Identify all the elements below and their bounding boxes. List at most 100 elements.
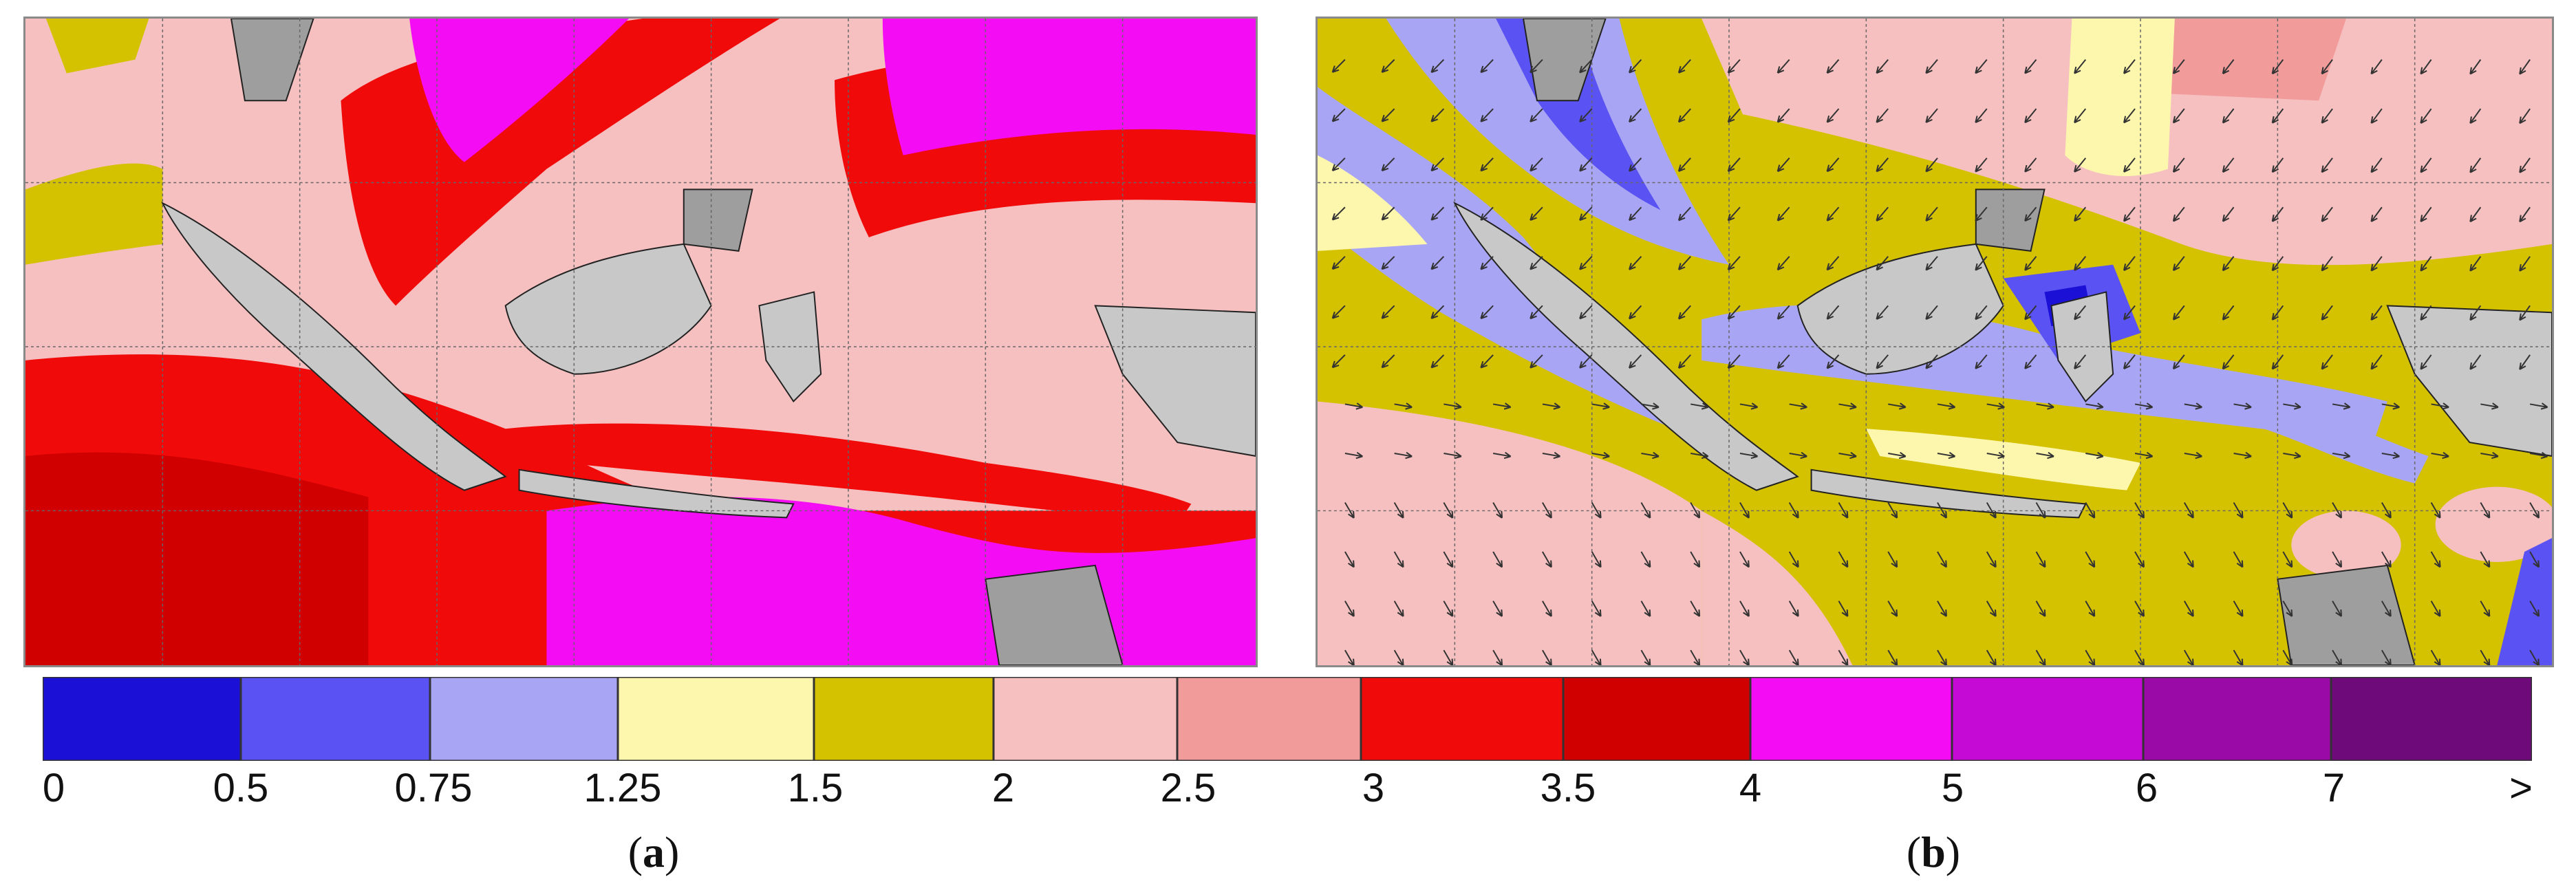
wind-arrow: [1986, 601, 1997, 617]
wind-arrow: [1591, 551, 1602, 568]
legend-tick-label: 3.5: [1540, 766, 1596, 810]
legend-swatch: [1176, 677, 1362, 761]
map-b-graphic: [1318, 19, 2552, 665]
wind-arrow: [1975, 158, 1988, 173]
wind-arrow: [1925, 354, 1938, 369]
wind-arrow: [2321, 256, 2333, 272]
wind-arrow: [1344, 649, 1355, 665]
wind-arrow: [1937, 402, 1956, 410]
legend-swatch: [239, 677, 431, 761]
wind-arrow: [1430, 158, 1445, 172]
wind-arrow: [2282, 502, 2293, 519]
wind-arrow: [1975, 206, 1988, 222]
wind-arrow: [2381, 601, 2392, 617]
legend-tick-label: 5: [1941, 766, 1964, 810]
wind-arrow: [2271, 256, 2284, 272]
wind-arrow: [2370, 256, 2383, 272]
wind-arrow: [2074, 354, 2087, 369]
wind-arrow: [2172, 158, 2185, 173]
wind-arrow: [2321, 206, 2333, 222]
wind-arrow: [1937, 649, 1947, 665]
wind-arrow: [1788, 502, 1799, 519]
wind-arrow: [1838, 649, 1849, 665]
wind-arrow: [2085, 649, 2096, 665]
wind-arrow: [2430, 551, 2441, 568]
wind-arrow: [2430, 502, 2441, 519]
wind-arrow: [1629, 256, 1642, 270]
wind-arrow: [2036, 451, 2054, 460]
wind-arrow: [1344, 601, 1355, 617]
wind-arrow: [2024, 354, 2037, 369]
landmass-borneo: [504, 243, 712, 375]
wind-arrow: [1629, 206, 1642, 222]
wind-arrow: [1381, 58, 1395, 74]
wind-arrow: [1443, 649, 1454, 665]
wind-arrow: [1641, 402, 1660, 410]
wind-arrow: [1826, 158, 1840, 173]
wind-arrow: [1727, 354, 1741, 369]
wind-arrow: [1530, 354, 1543, 369]
wind-arrow: [2184, 402, 2202, 410]
wind-arrow: [1640, 649, 1651, 665]
wind-arrow: [1677, 206, 1691, 222]
wind-arrow: [1530, 158, 1543, 172]
wind-arrow: [1430, 108, 1445, 122]
legend-tick-label: 7: [2322, 766, 2346, 810]
wind-arrow: [1331, 58, 1346, 73]
wind-arrow: [2321, 354, 2333, 370]
legend-tick-label: 6: [2135, 766, 2158, 810]
wave-zone-darkred-south: [25, 452, 369, 665]
wind-arrow: [1492, 502, 1503, 519]
wind-arrow: [1888, 402, 1907, 410]
wind-arrow: [2381, 451, 2400, 460]
wind-arrow: [1739, 402, 1759, 410]
wind-arrow: [2480, 601, 2491, 617]
wind-arrow: [2183, 551, 2194, 568]
wind-arrow: [2233, 502, 2244, 519]
wind-arrow: [1925, 305, 1938, 321]
wind-arrow: [2271, 354, 2284, 370]
wind-arrow: [1530, 256, 1543, 270]
wind-arrow: [1777, 108, 1790, 123]
wind-arrow: [1690, 551, 1701, 568]
wind-arrow: [2036, 402, 2054, 410]
wind-arrow: [2332, 502, 2343, 519]
wind-arrow: [1331, 354, 1346, 369]
landmass-papua: [2386, 305, 2552, 457]
wind-arrow: [1876, 206, 1889, 222]
wind-arrow: [1331, 305, 1346, 319]
wind-arrow: [1542, 551, 1552, 568]
wind-arrow: [2529, 502, 2540, 519]
wind-arrow: [2469, 108, 2482, 125]
wind-arrow: [2420, 354, 2432, 370]
wind-arrow: [1542, 502, 1552, 519]
wind-arrow: [1629, 108, 1642, 123]
legend-swatch: [813, 677, 995, 761]
wind-arrow: [1925, 206, 1938, 222]
wind-arrow: [2283, 451, 2301, 460]
wind-arrow: [1986, 402, 2005, 410]
wave-zone-olive-nw: [45, 19, 149, 74]
wind-arrow: [2172, 354, 2185, 370]
wave-zone-lavender-east: [2264, 401, 2429, 484]
graticule: [1318, 19, 2552, 665]
wind-arrow: [1430, 206, 1445, 221]
wind-arrow: [1925, 58, 1938, 74]
wind-arrow: [2222, 59, 2235, 74]
legend-swatch: [1749, 677, 1953, 761]
wind-arrow: [1975, 58, 1988, 74]
wave-zone-salmon-north: [2140, 19, 2346, 101]
wind-arrow: [1887, 649, 1898, 665]
wind-arrow: [1393, 502, 1404, 519]
wind-arrow: [1331, 206, 1346, 221]
wind-arrow: [1381, 354, 1395, 369]
wind-arrow: [1975, 305, 1988, 321]
wind-arrow: [1344, 451, 1363, 460]
wind-arrow: [1739, 502, 1750, 519]
wind-arrow: [1727, 206, 1741, 222]
wind-arrow: [2074, 158, 2087, 173]
wind-arrow: [1629, 354, 1642, 369]
wind-arrow: [2085, 551, 2096, 568]
wind-arrow: [1777, 305, 1790, 320]
wind-arrow: [2519, 206, 2531, 223]
